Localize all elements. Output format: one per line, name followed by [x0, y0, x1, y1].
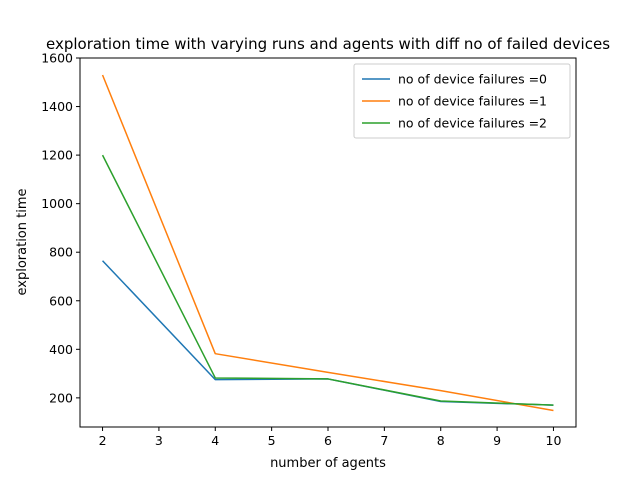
chart-title: exploration time with varying runs and a…	[46, 35, 610, 53]
plot-series	[101, 74, 554, 412]
x-axis-label: number of agents	[270, 456, 386, 471]
x-tick-label: 4	[211, 433, 219, 448]
legend-label-2: no of device failures =2	[398, 116, 547, 131]
series-line-0	[102, 260, 554, 406]
y-axis-label: exploration time	[15, 189, 30, 296]
series-line-2	[101, 154, 554, 406]
x-tick-label: 8	[437, 433, 445, 448]
x-tick-label: 5	[268, 433, 276, 448]
y-tick-label: 1200	[41, 148, 73, 163]
legend-box	[353, 63, 571, 139]
legend: no of device failures =0 no of device fai…	[353, 63, 571, 139]
x-tick-label: 2	[99, 433, 107, 448]
x-tick-label: 10	[546, 433, 562, 448]
y-axis: 200 400 600 800 1000 1200 1400 1600	[41, 51, 80, 405]
x-tick-label: 9	[493, 433, 501, 448]
y-tick-label: 400	[49, 342, 73, 357]
y-tick-label: 800	[49, 245, 73, 260]
legend-label-1: no of device failures =1	[398, 94, 547, 109]
series-line-1	[101, 74, 554, 412]
y-tick-label: 600	[49, 293, 73, 308]
x-axis: 2 3 4 5 6 7 8 9 10	[99, 427, 562, 448]
x-tick-label: 3	[155, 433, 163, 448]
x-tick-label: 7	[380, 433, 388, 448]
y-tick-label: 1000	[41, 196, 73, 211]
y-tick-label: 1400	[41, 99, 73, 114]
y-tick-label: 1600	[41, 51, 73, 66]
legend-label-0: no of device failures =0	[398, 72, 547, 87]
y-tick-label: 200	[49, 390, 73, 405]
x-tick-label: 6	[324, 433, 332, 448]
